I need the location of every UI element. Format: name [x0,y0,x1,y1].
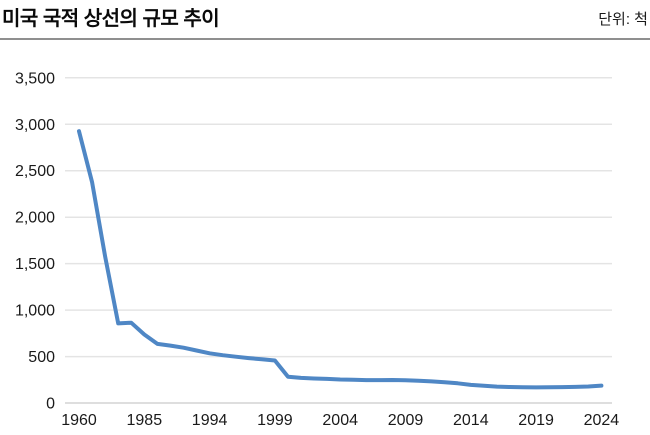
y-tick-label: 1,000 [15,303,55,320]
x-tick-label: 2019 [518,412,554,429]
x-tick-label: 1999 [257,412,293,429]
y-tick-label: 2,500 [15,163,55,180]
y-tick-label: 2,000 [15,210,55,227]
chart-header: 미국 국적 상선의 규모 추이 단위: 척 [0,0,650,40]
y-tick-label: 500 [28,349,55,366]
x-tick-label: 2004 [322,412,358,429]
x-tick-label: 1960 [61,412,97,429]
page-title: 미국 국적 상선의 규모 추이 [2,8,220,30]
x-tick-label: 1994 [192,412,228,429]
x-tick-label: 2014 [453,412,489,429]
y-tick-label: 0 [46,396,55,413]
y-axis-labels: 0 500 1,000 1,500 2,000 2,500 3,000 3,500 [15,70,55,412]
y-tick-label: 3,500 [15,70,55,87]
gridlines [65,77,612,404]
x-tick-label: 2009 [388,412,424,429]
x-axis-labels: 1960 1985 1994 1999 2004 2009 2014 2019 2024 [61,412,619,429]
fleet-size-line [77,129,604,390]
x-tick-label: 2024 [584,412,620,429]
x-tick-label: 1985 [127,412,163,429]
unit-label: 단위: 척 [598,10,648,28]
y-tick-label: 1,500 [15,256,55,273]
y-tick-label: 3,000 [15,117,55,134]
